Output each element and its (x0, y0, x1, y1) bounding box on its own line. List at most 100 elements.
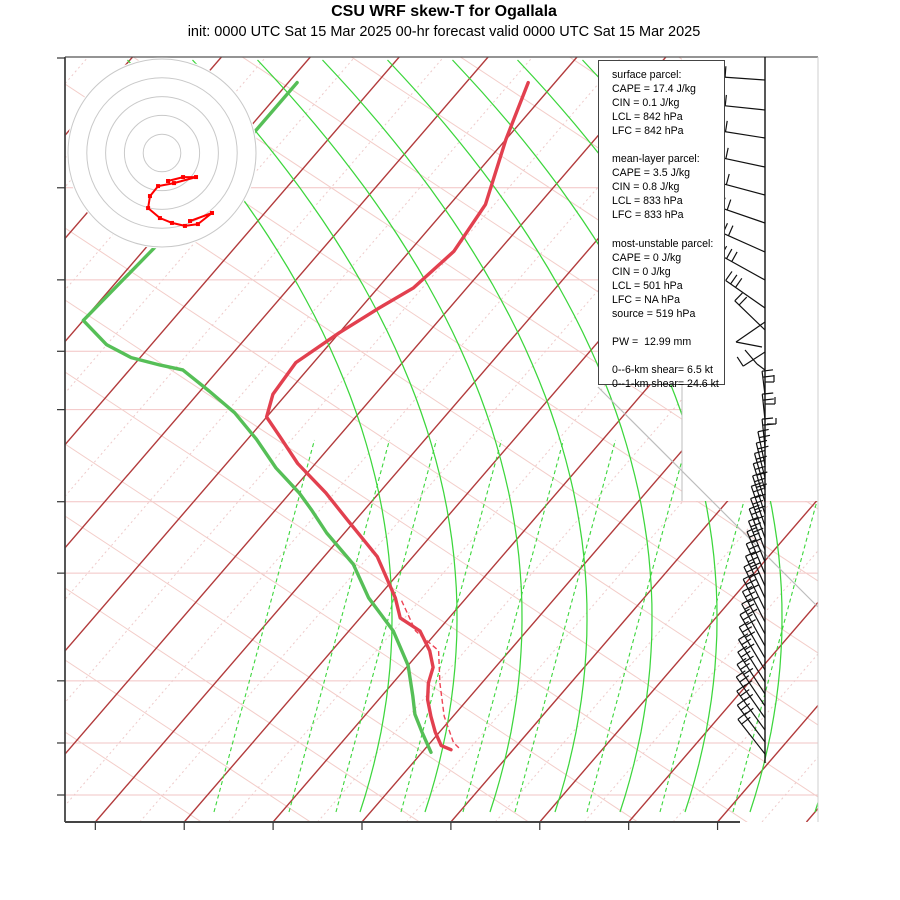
hodograph-trace-marker (157, 216, 162, 221)
wind-barb-feather (743, 667, 754, 675)
wind-barb-feather (730, 274, 738, 285)
wind-barb-feather (745, 619, 756, 626)
wind-barb-feather (757, 445, 769, 450)
wind-barb-feather (762, 369, 774, 372)
info-line (612, 223, 724, 237)
wind-barb-transition-mark (735, 341, 763, 348)
wind-barb-shaft (748, 508, 766, 551)
mixing-ratio-line (732, 439, 818, 813)
wind-barb-feather (751, 510, 762, 516)
wind-barb-feather (736, 698, 747, 706)
mixing-ratio-line (288, 439, 390, 813)
wind-barb-feather (736, 657, 747, 666)
wind-barb-feather (742, 626, 753, 633)
wind-barb-feather (757, 428, 769, 433)
isotherm-line (65, 57, 578, 822)
wind-barb-shaft (739, 614, 766, 659)
parcel-curve (400, 600, 462, 751)
wind-barb (761, 392, 774, 421)
wind-barb-feather (759, 434, 771, 439)
dewpoint-curve (81, 80, 433, 754)
wind-barb-feather (742, 573, 754, 580)
wind-barb-feather (735, 670, 746, 678)
wind-barb (742, 573, 766, 623)
wind-barb-feather (752, 499, 764, 505)
hodograph-ring (123, 114, 201, 192)
wind-barb (738, 620, 766, 671)
wind-barb (725, 271, 766, 309)
wind-barb-feather (724, 66, 727, 78)
wind-barb-feather (762, 392, 774, 395)
wind-barb-shaft (745, 556, 766, 599)
hodograph-background (66, 57, 258, 249)
wind-barb-feather (756, 439, 768, 444)
moist-adiabat (322, 59, 588, 813)
wind-barb-feather (753, 459, 764, 465)
dry-adiabat (65, 443, 818, 822)
wind-barb-feather (752, 471, 764, 477)
mixing-ratio-line (659, 439, 761, 813)
info-line: surface parcel: (612, 69, 682, 81)
wind-barb-feather (738, 620, 749, 628)
parcel-info-box: surface parcel: CAPE = 17.4 J/kg CIN = 0.1… (598, 60, 725, 390)
wind-barb-feather (746, 526, 758, 533)
wind-barb-shaft (742, 351, 766, 367)
mixing-ratio-line (335, 439, 437, 813)
wind-barb-feather (725, 271, 733, 281)
hodograph-ring (67, 58, 257, 248)
wind-barb-shaft (742, 578, 766, 623)
wind-barb (753, 449, 767, 491)
wind-barb-feather (751, 537, 763, 544)
wind-barb (748, 504, 766, 551)
info-line: LCL = 501 hPa (612, 279, 683, 292)
wind-barb-feather (750, 561, 761, 568)
info-line (612, 138, 724, 152)
wind-barb-feather (753, 487, 764, 493)
wind-barb-feather (750, 494, 762, 500)
wind-barb-feather (740, 702, 751, 711)
mixing-ratio-line (462, 439, 564, 813)
page-title: CSU WRF skew-T for Ogallala (331, 3, 557, 20)
temperature-curve (264, 80, 530, 752)
wind-barb-feather (750, 522, 762, 528)
wind-barb-feather (747, 556, 759, 563)
wind-barb-feather (749, 532, 760, 538)
info-line: CIN = 0 J/kg (612, 265, 671, 278)
hodograph-trace-marker (169, 220, 174, 225)
info-line: LCL = 842 hPa (612, 111, 683, 124)
wind-barb-feather (756, 483, 767, 488)
info-line: CAPE = 3.5 J/kg (612, 167, 691, 180)
isotherm-5c-line (761, 57, 818, 822)
wind-barb-feather (724, 94, 727, 106)
wind-barb-feather (754, 505, 766, 511)
wind-barb-feather (747, 596, 759, 603)
wind-barb-shaft (741, 591, 766, 635)
dry-adiabat (65, 515, 818, 822)
info-line: LFC = NA hPa (612, 293, 681, 306)
wind-barb-feather (744, 603, 755, 610)
info-line (612, 321, 724, 335)
wind-barb (752, 459, 768, 503)
wind-barb-feather (741, 638, 752, 646)
info-line: CIN = 0.8 J/kg (612, 181, 680, 194)
wind-barb-feather (745, 579, 757, 586)
wind-barb-shaft (750, 486, 766, 527)
hodograph-trace-marker (172, 181, 177, 186)
wind-barb-shaft (725, 279, 766, 309)
info-line: 0--6-km shear= 6.5 kt (612, 363, 713, 376)
wind-barb-feather (740, 650, 751, 658)
wind-barb (745, 551, 766, 599)
wind-barb-shaft (747, 520, 766, 563)
wind-barb (750, 482, 766, 527)
dry-adiabat (65, 227, 818, 726)
wind-barb-shaft (737, 639, 766, 683)
wind-barb (736, 698, 766, 743)
hodograph-ring (142, 133, 182, 173)
wind-barb-feather (749, 504, 760, 510)
wind-barb-shaft (717, 230, 766, 253)
wind-barb-feather (731, 251, 738, 262)
isotherm-5c-line (65, 57, 533, 822)
wind-barb-feather (748, 544, 760, 551)
wind-barb-shaft (735, 676, 766, 719)
